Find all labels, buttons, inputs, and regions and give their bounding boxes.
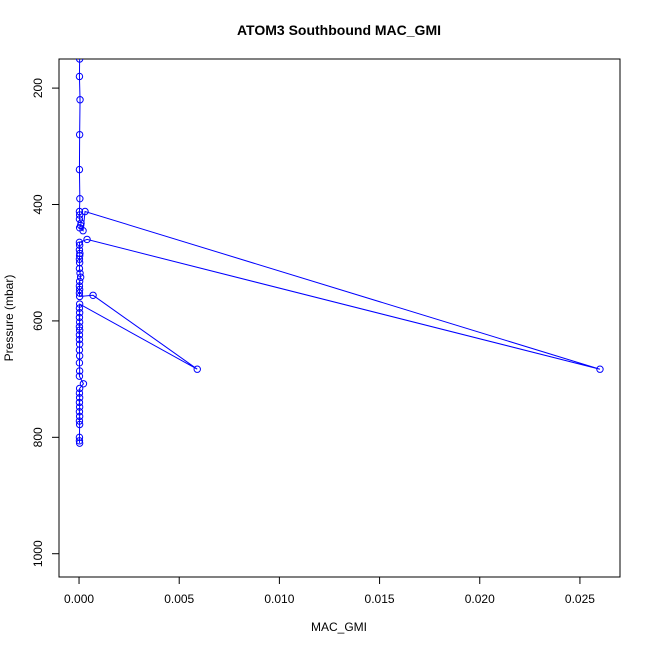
data-point [75, 246, 84, 254]
x-tick-label: 0.005 [164, 592, 194, 606]
x-tick-label: 0.010 [264, 592, 294, 606]
data-point [75, 437, 84, 445]
y-tick-label: 1000 [31, 540, 45, 567]
data-point [75, 72, 84, 81]
data-point [75, 412, 84, 421]
data-point [75, 326, 84, 334]
data-point [75, 313, 84, 322]
data-point [75, 398, 84, 407]
data-point [76, 96, 84, 104]
data-point [75, 264, 84, 273]
data-point [75, 304, 84, 312]
data-point [75, 323, 84, 331]
data-point [75, 300, 84, 308]
x-tick-label: 0.025 [565, 592, 595, 606]
data-point [75, 335, 84, 344]
series-line [78, 59, 601, 444]
chart-title: ATOM3 Southbound MAC_GMI [237, 22, 441, 38]
data-point [75, 439, 84, 447]
data-point [75, 211, 84, 219]
data-point [75, 403, 84, 411]
data-point [75, 282, 84, 290]
data-point [75, 277, 84, 286]
y-tick-label: 400 [31, 194, 45, 214]
y-tick-label: 200 [31, 78, 45, 98]
data-point [89, 291, 97, 300]
data-point [75, 241, 84, 249]
data-point [83, 235, 91, 244]
data-point [75, 285, 84, 294]
data-point [79, 380, 88, 388]
x-axis-label: MAC_GMI [311, 620, 367, 634]
data-point [75, 340, 84, 348]
data-point [76, 273, 85, 281]
data-point [75, 238, 84, 247]
y-tick-label: 600 [31, 311, 45, 331]
data-point [75, 433, 84, 442]
y-tick-label: 800 [31, 427, 45, 447]
data-point [75, 165, 84, 174]
data-point [75, 130, 84, 139]
data-point [75, 252, 84, 260]
data-point [75, 318, 84, 326]
data-point [75, 372, 84, 380]
data-point [75, 359, 84, 367]
data-point [79, 226, 87, 235]
y-axis-label: Pressure (mbar) [2, 275, 16, 362]
data-point [75, 417, 84, 425]
data-point [75, 384, 84, 393]
x-tick-label: 0.020 [465, 592, 495, 606]
data-point [75, 367, 84, 375]
data-point [76, 249, 84, 258]
data-point [75, 59, 84, 63]
data-point [75, 420, 84, 429]
plot-frame [58, 58, 621, 578]
x-axis: 0.000 0.005 0.010 0.015 0.020 0.025 [64, 577, 595, 606]
x-tick-label: 0.000 [64, 592, 94, 606]
data-point [81, 207, 89, 216]
y-axis: 200 400 600 800 1000 [31, 78, 59, 567]
data-point [75, 331, 84, 339]
data-point [75, 352, 84, 360]
plot-area [75, 59, 604, 447]
x-tick-label: 0.015 [365, 592, 395, 606]
data-point [596, 365, 604, 373]
data-point [75, 408, 84, 416]
data-point [75, 394, 84, 402]
data-point [75, 389, 84, 397]
data-point [76, 194, 84, 203]
data-point [75, 309, 84, 317]
data-point [75, 255, 84, 263]
data-point [193, 365, 201, 373]
data-point [75, 289, 84, 297]
data-point [75, 346, 84, 354]
data-point [75, 292, 84, 301]
data-point [76, 269, 84, 277]
data-point [75, 259, 84, 267]
data-point [75, 207, 84, 216]
